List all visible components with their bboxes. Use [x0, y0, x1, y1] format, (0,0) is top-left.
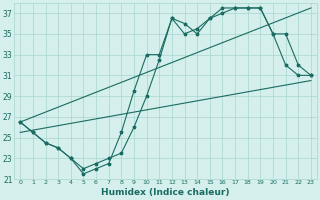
X-axis label: Humidex (Indice chaleur): Humidex (Indice chaleur)	[101, 188, 230, 197]
